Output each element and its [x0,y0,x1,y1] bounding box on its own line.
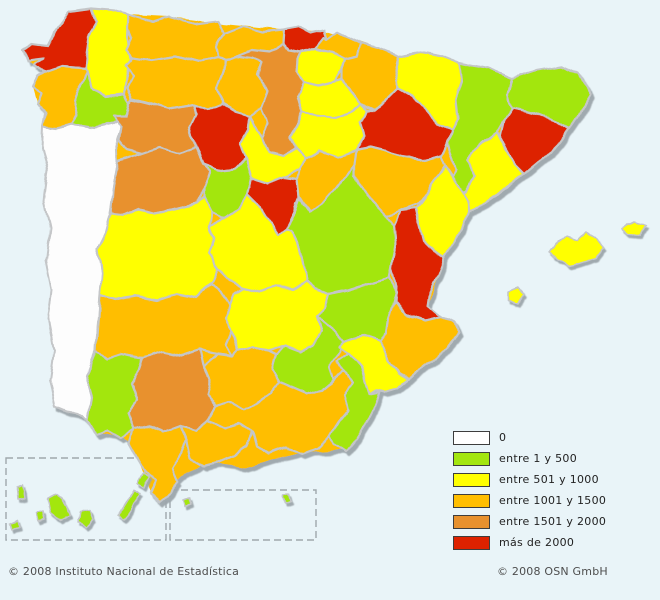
province-grancanaria[interactable]: Gran Canaria [77,509,95,528]
province-ibiza[interactable]: Eivissa [507,287,525,305]
canary-islands-inset-box [5,457,167,541]
province-fuerteventura[interactable]: Fuerteventura [117,489,141,521]
province-tenerife[interactable]: Tenerife [46,493,71,521]
legend-item-2: entre 501 y 1000 [453,472,606,487]
province-cadiz[interactable]: Cádiz [128,424,188,504]
legend-label: entre 1 y 500 [499,452,577,465]
legend-swatch [453,493,490,508]
legend-swatch [453,451,490,466]
legend-label: más de 2000 [499,536,575,549]
province-zaragoza[interactable]: Zaragoza [354,86,454,162]
province-melilla[interactable]: Melilla [282,493,292,504]
province-malaga[interactable]: Málaga [178,418,254,468]
province-lanzarote[interactable]: Lanzarote [136,472,150,489]
legend-swatch [453,472,490,487]
legend-label: entre 1001 y 1500 [499,494,607,507]
copyright-ine: © 2008 Instituto Nacional de Estadística [8,565,240,578]
ceuta-melilla-inset-box [169,489,317,541]
legend-item-0: 0 [453,430,606,445]
province-menorca[interactable]: Menorca [621,221,647,237]
copyright-osn: © 2008 OSN GmbH [497,565,608,578]
province-granada[interactable]: Granada [206,370,354,456]
legend-label: entre 1501 y 2000 [499,515,607,528]
province-ceuta[interactable]: Ceuta [182,497,192,508]
province-gomera[interactable]: La Gomera [35,510,46,522]
province-caceres[interactable]: Cáceres [96,194,220,302]
legend-item-3: entre 1001 y 1500 [453,493,606,508]
legend-label: 0 [499,431,507,444]
legend-item-1: entre 1 y 500 [453,451,606,466]
legend-label: entre 501 y 1000 [499,473,599,486]
legend-swatch [453,430,490,445]
province-lapalma[interactable]: La Palma [17,484,26,501]
province-mallorca[interactable]: Mallorca [549,231,605,267]
province-alicante[interactable]: Alicante [378,300,462,382]
province-hierro[interactable]: El Hierro [9,520,20,531]
legend: 0 entre 1 y 500 entre 501 y 1000 entre 1001… [453,430,606,556]
province-segovia[interactable]: Segovia [238,114,308,186]
province-ciudadreal[interactable]: Ciudad Real [224,278,332,354]
legend-item-4: entre 1501 y 2000 [453,514,606,529]
legend-swatch [453,535,490,550]
legend-swatch [453,514,490,529]
province-ourense[interactable]: Ourense [70,68,131,130]
legend-item-5: más de 2000 [453,535,606,550]
